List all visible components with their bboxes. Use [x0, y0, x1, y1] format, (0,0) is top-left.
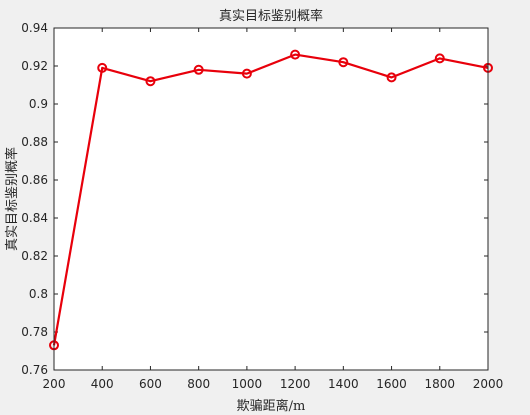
y-tick-label: 0.88 [21, 135, 48, 149]
chart-title: 真实目标鉴别概率 [219, 8, 323, 24]
x-tick-label: 400 [91, 377, 114, 391]
y-tick-label: 0.78 [21, 325, 48, 339]
data-point [386, 72, 397, 83]
data-point [241, 68, 252, 79]
x-tick-label: 1200 [280, 377, 311, 391]
x-tick-label: 800 [187, 377, 210, 391]
x-tick-label: 1400 [328, 377, 359, 391]
data-point [193, 64, 204, 75]
axes-box [53, 27, 489, 371]
data-point [145, 76, 156, 87]
x-tick-label: 200 [43, 377, 66, 391]
x-tick-label: 1000 [232, 377, 263, 391]
x-tick-label: 2000 [473, 377, 504, 391]
y-tick-label: 0.8 [29, 287, 48, 301]
x-tick-label: 1600 [376, 377, 407, 391]
y-tick-label: 0.84 [21, 211, 48, 225]
series-line [52, 53, 489, 346]
x-tick-label: 1800 [425, 377, 456, 391]
y-tick-label: 0.9 [29, 97, 48, 111]
data-point [97, 62, 108, 73]
data-point [434, 53, 445, 64]
y-tick-label: 0.94 [21, 21, 48, 35]
plot-area [54, 28, 488, 370]
tick-labels: 200 400 600 800 1000 1200 1400 1600 1800 2000 0.76… [21, 21, 503, 391]
data-point [290, 49, 301, 60]
x-tick-label: 600 [139, 377, 162, 391]
x-axis-label: 欺骗距离/m [237, 398, 306, 414]
y-tick-label: 0.82 [21, 249, 48, 263]
y-tick-label: 0.86 [21, 173, 48, 187]
data-point [338, 57, 349, 68]
y-axis-label: 真实目标鉴别概率 [4, 147, 20, 251]
y-tick-label: 0.76 [21, 363, 48, 377]
y-tick-label: 0.92 [21, 59, 48, 73]
